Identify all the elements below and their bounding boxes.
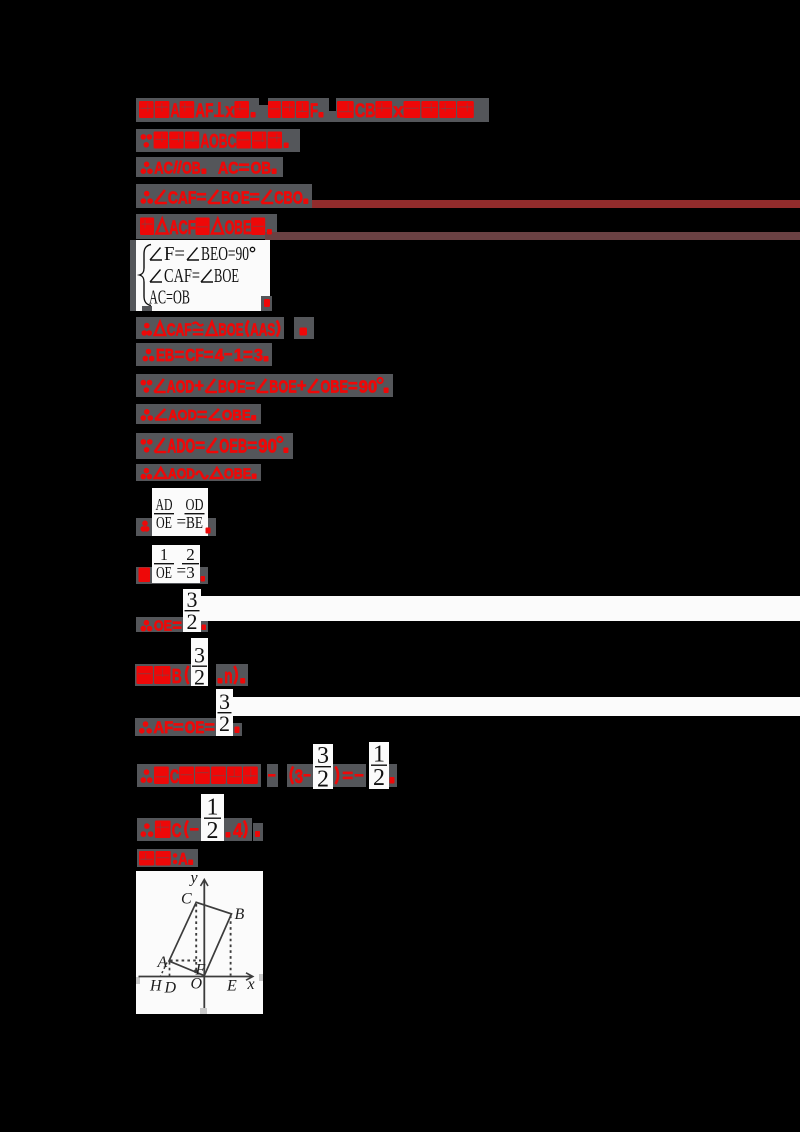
svg-text:BOE: BOE [221,188,250,208]
svg-text:2: 2 [194,664,205,689]
svg-text:AOD: AOD [168,467,195,483]
svg-text:AAS: AAS [250,320,275,340]
svg-text:EB: EB [156,345,174,365]
svg-text:C: C [172,820,182,842]
svg-text:3: 3 [295,766,303,788]
svg-text:2: 2 [187,609,198,634]
svg-text:1: 1 [160,545,168,564]
svg-text:OBE: OBE [321,377,348,397]
svg-text:3: 3 [254,345,264,365]
svg-text:x: x [225,101,234,122]
svg-text:A: A [178,851,188,869]
svg-text:1: 1 [207,795,219,821]
svg-text:2: 2 [373,765,385,791]
svg-text:CAF: CAF [167,320,192,340]
svg-text:OE: OE [156,563,172,582]
svg-text:CF: CF [185,345,203,365]
svg-text:F: F [195,962,206,979]
svg-text:AOD: AOD [167,377,194,397]
svg-text:3: 3 [219,689,230,714]
svg-text:OB: OB [251,159,271,178]
svg-text:AF: AF [154,719,174,737]
svg-text:F: F [310,101,318,122]
svg-text:ADO: ADO [167,437,195,458]
svg-text:=: = [177,512,187,531]
svg-text:C: C [181,891,192,908]
svg-text:BE: BE [186,513,203,532]
svg-text:OE: OE [185,719,205,737]
svg-text:3: 3 [317,743,329,769]
svg-text:O: O [191,976,203,993]
svg-text:OE: OE [156,513,172,532]
svg-text:AC: AC [154,159,173,178]
svg-text:D: D [164,980,177,997]
svg-text:OE: OE [154,619,172,635]
svg-text:90: 90 [258,437,277,458]
svg-text:y: y [189,870,199,887]
svg-text:E: E [226,978,237,995]
svg-text:ACF: ACF [169,217,195,239]
svg-text:A: A [171,101,180,122]
svg-text:OBE: OBE [225,217,251,239]
svg-text:H: H [149,978,163,995]
svg-text:A: A [157,954,168,971]
svg-text:3: 3 [187,587,198,612]
svg-text:x: x [247,976,255,993]
svg-text:AOBC: AOBC [201,132,237,153]
svg-text:BOE: BOE [218,320,243,340]
svg-text:BOE: BOE [218,377,245,397]
svg-text:x: x [393,101,404,122]
svg-text:CBO: CBO [274,188,303,208]
svg-text:OB: OB [182,159,201,178]
svg-text:AC=OB: AC=OB [149,287,190,309]
svg-text:=: = [177,561,187,580]
svg-text:3: 3 [186,563,195,582]
svg-text:AD: AD [156,495,173,514]
svg-text:CAF=: CAF= [164,265,200,287]
svg-text:2: 2 [317,766,329,792]
svg-text:BOE: BOE [269,377,296,397]
svg-text:AF: AF [195,101,213,122]
svg-text:OBE: OBE [222,407,251,424]
svg-text:2: 2 [186,545,195,564]
svg-text:n: n [224,666,232,688]
svg-text:OD: OD [186,495,204,514]
svg-text:BEO=90: BEO=90 [201,243,249,265]
svg-text:2: 2 [219,711,230,736]
svg-text:90: 90 [359,377,377,397]
svg-text:AOD: AOD [168,407,197,424]
svg-text:F=: F= [164,243,185,265]
svg-text:1: 1 [373,742,385,768]
svg-text:1: 1 [234,345,244,365]
svg-text:CAF: CAF [168,188,197,208]
svg-text:OEB: OEB [219,437,247,458]
svg-text:3: 3 [194,643,205,668]
svg-text:BOE: BOE [214,265,239,287]
svg-text:B: B [172,666,182,688]
svg-text:C: C [170,766,179,788]
svg-text:CB: CB [355,101,376,122]
svg-text:2: 2 [207,818,219,844]
svg-text:AC: AC [218,159,238,178]
svg-text:OBE: OBE [224,467,251,483]
svg-text:4: 4 [233,820,242,842]
svg-text:4: 4 [215,345,225,365]
svg-text:B: B [235,906,245,923]
